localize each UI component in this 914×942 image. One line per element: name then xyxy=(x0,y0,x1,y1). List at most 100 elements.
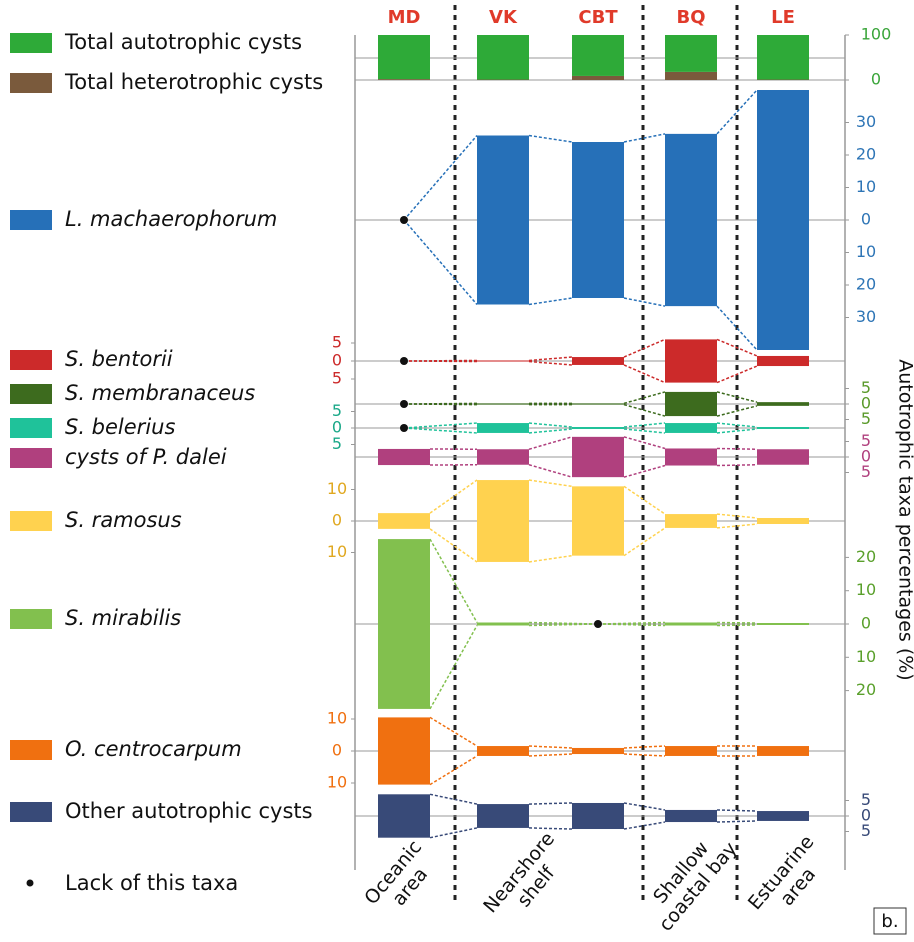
legend-label: S. ramosus xyxy=(65,508,182,532)
y-tick-label: 5 xyxy=(332,333,342,352)
kite-segment xyxy=(477,136,529,305)
legend-label: S. membranaceus xyxy=(65,381,255,405)
kite-connector xyxy=(529,357,572,360)
kite-connector xyxy=(529,423,572,427)
kite-connector xyxy=(430,756,477,785)
kite-connector xyxy=(624,754,665,756)
kite-connector xyxy=(404,428,477,433)
kite-segment xyxy=(757,90,809,350)
legend-label: L. machaerophorum xyxy=(65,207,277,231)
kite-segment xyxy=(572,427,624,429)
lack-symbol xyxy=(27,880,34,887)
kite-segment xyxy=(665,746,717,756)
stacked-bar xyxy=(665,35,717,72)
kite-connector xyxy=(624,392,665,403)
legend-swatch xyxy=(10,384,52,404)
station-label: CBT xyxy=(578,7,618,28)
y-tick-label: 10 xyxy=(856,580,876,599)
kite-connector xyxy=(529,480,572,486)
kite-connector xyxy=(529,465,572,477)
kite-segment xyxy=(665,810,717,822)
kite-connector xyxy=(529,362,572,365)
kite-segment xyxy=(665,623,717,626)
y-tick-label: 100 xyxy=(861,25,892,44)
kite-segment xyxy=(757,449,809,465)
y-axis-label: Autotrophic taxa percentages (%) xyxy=(895,359,914,680)
y-tick-label: 20 xyxy=(856,145,876,164)
legend-label: S. belerius xyxy=(65,415,175,439)
kite-segment xyxy=(665,448,717,465)
kite-connector xyxy=(529,136,572,143)
panel-label: b. xyxy=(881,911,898,932)
kite-segment xyxy=(477,449,529,465)
kite-connector xyxy=(529,754,572,756)
y-tick-label: 30 xyxy=(856,112,876,131)
absent-dot xyxy=(400,424,408,432)
kite-connector xyxy=(404,404,477,405)
legend-swatch xyxy=(10,33,52,53)
legend-swatch xyxy=(10,802,52,822)
kite-connector xyxy=(404,361,477,362)
kite-connector xyxy=(529,746,572,748)
stacked-bar xyxy=(477,35,529,80)
kite-connector xyxy=(624,339,665,357)
kite-connector xyxy=(529,429,572,433)
kite-segment xyxy=(572,803,624,829)
kite-connector xyxy=(404,136,477,221)
stacked-bar xyxy=(665,72,717,80)
legend-label: Other autotrophic cysts xyxy=(65,799,313,823)
y-tick-label: 0 xyxy=(871,70,881,89)
stacked-bar xyxy=(378,35,430,79)
kite-connector xyxy=(404,423,477,428)
y-tick-label: 5 xyxy=(332,369,342,388)
y-tick-label: 10 xyxy=(327,709,347,728)
absent-dot xyxy=(594,620,602,628)
kite-segment xyxy=(757,623,809,625)
y-tick-label: 10 xyxy=(856,177,876,196)
kite-connector xyxy=(529,298,572,305)
y-tick-label: 10 xyxy=(327,479,347,498)
kite-segment xyxy=(757,746,809,756)
legend-swatch xyxy=(10,448,52,468)
kite-segment xyxy=(665,134,717,306)
kite-segment xyxy=(477,403,529,404)
y-tick-label: 20 xyxy=(856,680,876,699)
legend-label: Total autotrophic cysts xyxy=(64,30,302,54)
kite-segment xyxy=(477,423,529,433)
y-tick-label: 5 xyxy=(332,434,342,453)
kite-segment xyxy=(572,357,624,365)
absent-dot xyxy=(400,216,408,224)
kite-segment xyxy=(757,811,809,821)
kite-segment xyxy=(477,480,529,562)
legend-swatch xyxy=(10,511,52,531)
station-label: BQ xyxy=(676,7,705,28)
y-tick-label: 10 xyxy=(327,542,347,561)
absent-dot xyxy=(400,357,408,365)
kite-segment xyxy=(378,539,430,709)
kite-connector xyxy=(624,746,665,748)
legend-swatch xyxy=(10,350,52,370)
kite-connector xyxy=(717,821,757,822)
kite-connector xyxy=(717,392,757,402)
legend-label: S. mirabilis xyxy=(65,606,181,630)
kite-segment xyxy=(665,339,717,382)
kite-connector xyxy=(624,528,665,556)
kite-connector xyxy=(529,437,572,449)
y-tick-label: 0 xyxy=(861,614,871,633)
legend-swatch xyxy=(10,210,52,230)
kite-segment xyxy=(378,513,430,529)
kite-segment xyxy=(477,360,529,361)
kite-segment xyxy=(572,486,624,555)
kite-connector xyxy=(529,828,572,829)
kite-segment xyxy=(572,142,624,298)
lack-legend: Lack of this taxa xyxy=(65,871,238,895)
kite-connector xyxy=(717,339,757,356)
legend-label: S. bentorii xyxy=(65,347,173,371)
kite-segment xyxy=(665,392,717,416)
y-tick-label: 5 xyxy=(861,409,871,428)
stacked-bar xyxy=(757,35,809,80)
